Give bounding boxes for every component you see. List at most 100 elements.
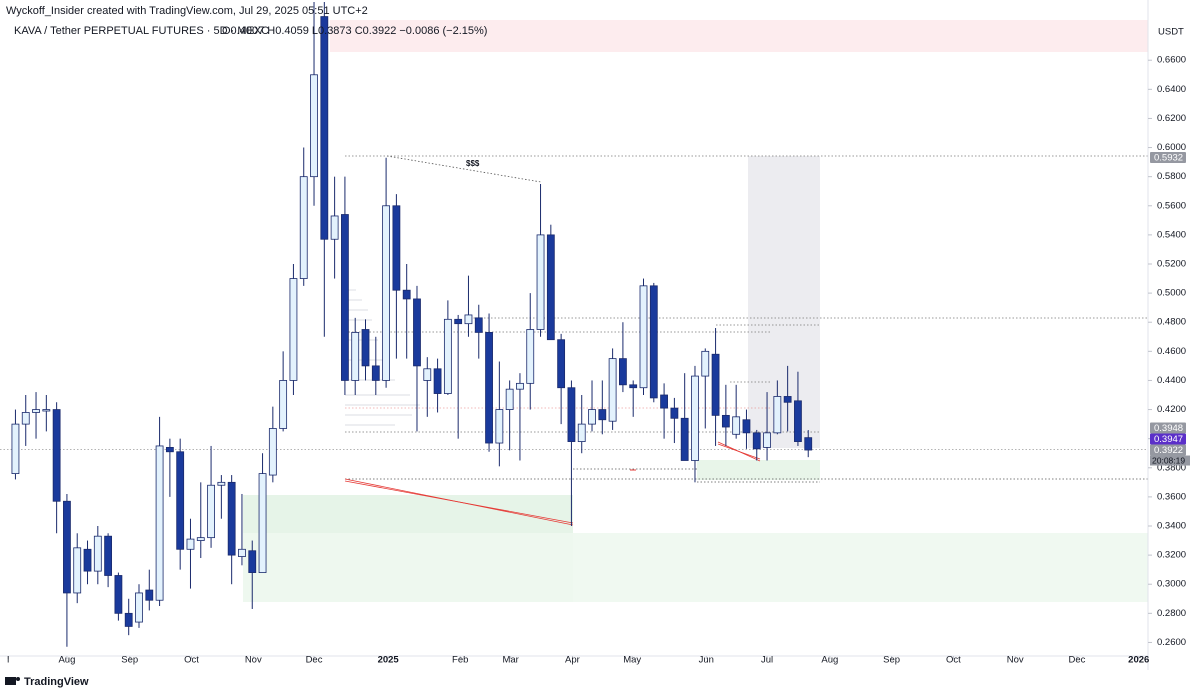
candle-body [351, 332, 360, 381]
y-tick-label: 0.5200 [1157, 259, 1186, 270]
candle-body [577, 423, 586, 442]
candle-body [526, 329, 535, 384]
x-tick-label: 2026 [1128, 655, 1149, 666]
candle-body [629, 384, 638, 389]
candle-body [763, 432, 771, 448]
candle-body [83, 548, 92, 572]
candle-body [588, 409, 596, 425]
logo-mark [5, 677, 16, 685]
candle-body [742, 419, 751, 434]
candle-body [11, 423, 20, 475]
candle-body [505, 388, 514, 410]
y-tick-label: 0.3800 [1157, 462, 1186, 473]
wedge-line [344, 480, 574, 524]
candle-body [495, 409, 504, 444]
y-tick-label: 0.4200 [1157, 404, 1186, 415]
candle-body [207, 484, 215, 539]
candle-body [433, 368, 442, 394]
candle-body [268, 428, 277, 476]
candle-body [289, 278, 298, 381]
price-tag-label: 0.5932 [1154, 152, 1183, 163]
y-tick-label: 0.3400 [1157, 521, 1186, 532]
candle-body [135, 592, 143, 623]
candles [11, 2, 813, 647]
candle-body [443, 318, 452, 394]
y-tick-label: 0.3200 [1157, 550, 1186, 561]
y-tick-label: 0.5600 [1157, 200, 1186, 211]
candle-body [773, 396, 782, 434]
y-tick-label: 0.6400 [1157, 84, 1186, 95]
candle-body [114, 575, 123, 614]
candle-body [474, 317, 483, 333]
candle-body [186, 538, 195, 550]
candle-body [238, 548, 246, 557]
candle-body [310, 74, 318, 178]
candle-body [752, 432, 761, 450]
candle-body [93, 535, 102, 572]
candle-body [32, 409, 40, 413]
candle-body [711, 353, 720, 416]
x-tick-label: Aug [58, 655, 75, 666]
candle-body [413, 298, 421, 367]
y-tick-label: 0.4600 [1157, 346, 1186, 357]
candle-body [382, 205, 390, 381]
y-tick-label: 0.6000 [1157, 142, 1186, 153]
y-tick-label: 0.6600 [1157, 55, 1186, 66]
candle-body [124, 612, 133, 627]
small-demand-zone [697, 460, 820, 480]
demand-zone-wide [243, 533, 1148, 602]
x-tick-label: Nov [1007, 655, 1024, 666]
x-tick-label: Jul [761, 655, 773, 666]
candle-body [804, 437, 813, 451]
candle-body [721, 414, 730, 428]
price-tag [1150, 433, 1186, 445]
price-tag-label: 0.3948 [1154, 423, 1183, 434]
candle-body [691, 375, 699, 461]
candle-body [608, 358, 617, 422]
candle-body [619, 358, 627, 386]
y-tick-label: 0.5400 [1157, 229, 1186, 240]
candle-body [732, 416, 741, 435]
x-tick-label: l [7, 655, 9, 666]
candle-body [227, 481, 236, 556]
candle-body [639, 285, 648, 389]
candle-body [330, 215, 339, 240]
x-tick-label: May [623, 655, 641, 666]
y-tick-label: 0.4800 [1157, 317, 1186, 328]
trend-line [386, 155, 542, 183]
candle-body [320, 16, 329, 240]
x-tick-label: Mar [502, 655, 518, 666]
x-tick-label: Oct [946, 655, 961, 666]
footer-brand: TradingView [24, 676, 89, 688]
y-tick-label: 0.3600 [1157, 491, 1186, 502]
candle-body [546, 234, 555, 341]
candle-body [341, 214, 349, 381]
candle-body [104, 535, 113, 576]
candle-body [52, 409, 61, 502]
x-tick-label: Apr [565, 655, 580, 666]
ohlc: O0.4007 H0.4059 L0.3873 C0.3922 −0.0086 … [222, 25, 487, 37]
y-tick-label: 0.5800 [1157, 171, 1186, 182]
credit: Wyckoff_Insider created with TradingView… [6, 5, 368, 17]
candle-body [680, 417, 689, 461]
x-tick-label: Sep [883, 655, 900, 666]
candle-body [670, 407, 679, 419]
candle-body [402, 289, 411, 300]
x-tick-label: 2025 [378, 655, 400, 666]
candle-body [145, 589, 154, 601]
candle-body [485, 332, 493, 444]
candle-body [794, 400, 802, 442]
footer-logo [5, 677, 20, 685]
countdown-label: 20:08:19 [1152, 455, 1185, 465]
candle-body [361, 329, 370, 367]
logo-dot [16, 677, 20, 681]
x-tick-label: Dec [1069, 655, 1086, 666]
candle-body [63, 500, 71, 594]
annotation: $$$ [466, 159, 480, 168]
candle-body [73, 547, 82, 594]
y-tick-label: 0.2800 [1157, 608, 1186, 619]
candle-body [217, 481, 226, 486]
y-tick-label: 0.5000 [1157, 288, 1186, 299]
drawings: $$$ [0, 20, 1148, 602]
x-tick-label: Sep [121, 655, 138, 666]
